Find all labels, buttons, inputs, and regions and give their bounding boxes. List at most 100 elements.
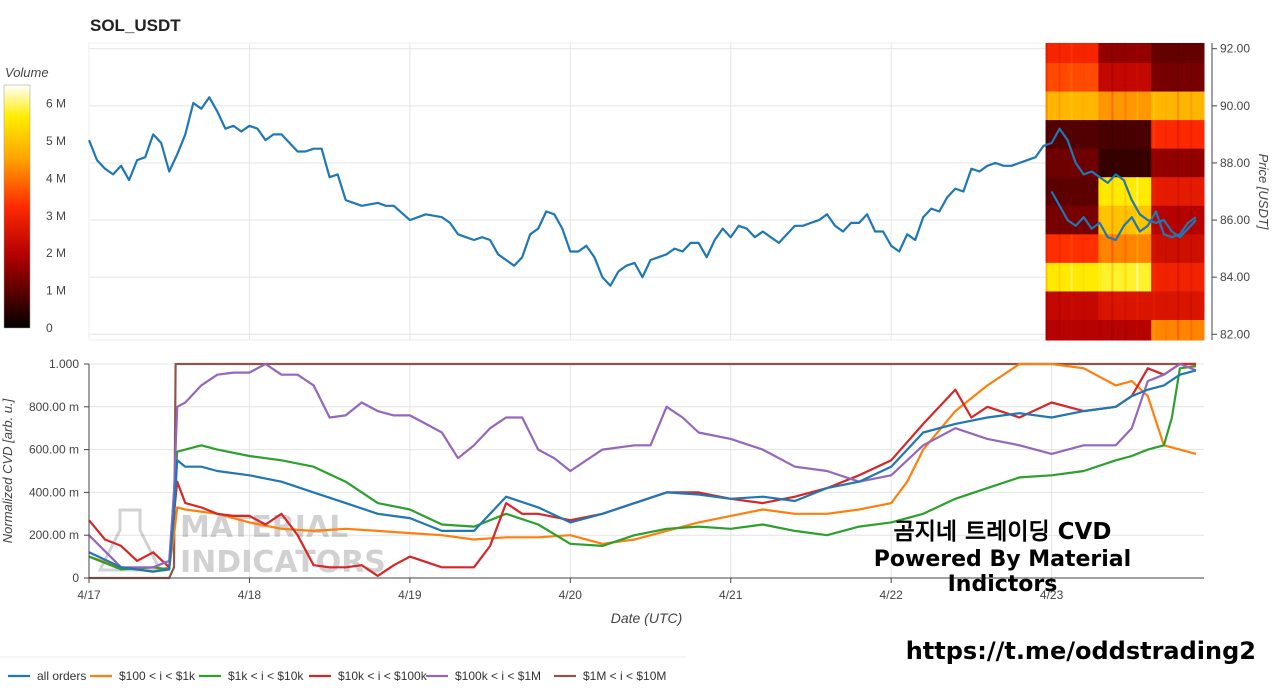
heatmap-stripe [1082,320,1085,340]
heatmap-stripe [1111,291,1114,321]
heatmap-stripe [1082,177,1085,206]
heatmap-stripe [1124,205,1127,235]
heatmap-stripe [1045,291,1048,321]
cvd-y-tick-label: 400.00 m [29,485,79,499]
heatmap-stripe [1136,177,1139,206]
cvd-line-1 [88,362,1197,573]
heatmap-stripe [1082,43,1085,63]
heatmap-stripe [1111,234,1114,263]
heatmap-stripe [1058,177,1061,206]
logo-text-2: INDICATORS [180,545,386,580]
heatmap-stripe [1058,291,1061,321]
heatmap-stripe [1136,262,1139,292]
heatmap-stripe [1136,234,1139,263]
colorbar-tick-label: 4 M [46,171,66,185]
heatmap-stripe [1111,177,1114,206]
heatmap-stripe [1124,91,1127,121]
cvd-y-tick-label: 600.00 m [29,443,79,457]
heatmap-stripe [1136,291,1139,321]
heatmap-stripe [1070,262,1073,292]
heatmap-stripe [1177,234,1180,263]
heatmap-stripe [1099,148,1102,178]
cvd-line-4 [88,362,1197,569]
colorbar-tick-label: 5 M [46,134,66,148]
heatmap-stripe [1165,205,1168,235]
series-layer [87,96,1197,580]
heatmap-stripe [1190,91,1193,121]
cvd-y-tick-label: 0 [72,571,79,585]
cvd-x-tick-label: 4/19 [398,588,422,602]
heatmap-stripe [1099,234,1102,263]
heatmap-stripe [1111,120,1114,149]
cvd-line-3 [88,362,1196,577]
heatmap-stripe [1058,91,1061,121]
heatmap-stripe [1177,320,1180,340]
heatmap-stripe [1058,234,1061,263]
cvd-x-tick-label: 4/20 [559,588,583,602]
heatmap-stripe [1136,320,1139,340]
heatmap-stripe [1124,291,1127,321]
heatmap-stripe [1058,43,1061,63]
heatmap-stripe [1190,62,1193,92]
cvd-x-tick-label: 4/21 [719,588,743,602]
heatmap-stripe [1136,120,1139,149]
heatmap-stripe [1111,262,1114,292]
heatmap-stripe [1165,148,1168,178]
grid-layer [88,42,1205,579]
heatmap-stripe [1099,262,1102,292]
colorbar-tick-label: 2 M [46,246,66,260]
heatmap-stripe [1082,91,1085,121]
telegram-link[interactable]: https://t.me/oddstrading2 [905,637,1256,665]
heatmap-stripe [1058,62,1061,92]
cvd-y-axis-title: Normalized CVD [arb. u.] [0,398,15,543]
legend-label-5: $1M < i < $10M [583,669,666,683]
legend-label-2: $1k < i < $10k [228,669,304,683]
heatmap-stripe [1045,120,1048,149]
price-y-tick-label: 82.00 [1220,327,1250,341]
cvd-x-tick-label: 4/18 [238,588,262,602]
cvd-x-tick-label: 4/17 [77,588,101,602]
cvd-x-tick-label: 4/22 [879,588,903,602]
cvd-y-tick-label: 1.000 [49,357,79,371]
heatmap-stripe [1153,148,1156,178]
heatmap-stripe [1045,320,1048,340]
heatmap-stripe [1153,262,1156,292]
heatmap-stripe [1045,234,1048,263]
heatmap-stripe [1082,120,1085,149]
heatmap-stripe [1082,62,1085,92]
heatmap-stripe [1082,291,1085,321]
price-y-axis-title: Price [USDT] [1256,154,1271,230]
heatmap-stripe [1045,148,1048,178]
heatmap-stripe [1070,43,1073,63]
heatmap-stripe [1099,291,1102,321]
heatmap-stripe [1153,91,1156,121]
heatmap-stripe [1070,148,1073,178]
heatmap-stripe [1153,120,1156,149]
heatmap-stripe [1177,43,1180,63]
heatmap-stripe [1124,43,1127,63]
heatmap-stripe [1045,91,1048,121]
heatmap-stripe [1177,205,1180,235]
heatmap-stripe [1058,120,1061,149]
heatmap-stripe [1045,62,1048,92]
heatmap-stripe [1099,91,1102,121]
heatmap-stripe [1070,91,1073,121]
heatmap-stripe [1136,62,1139,92]
legend-label-3: $10k < i < $100k [338,669,428,683]
heatmap-stripe [1190,320,1193,340]
heatmap-stripe [1153,291,1156,321]
chart-title: SOL_USDT [90,16,181,35]
heatmap-stripe [1124,262,1127,292]
legend-label-1: $100 < i < $1k [119,669,196,683]
colorbar-tick-label: 1 M [46,284,66,298]
price-y-tick-label: 90.00 [1220,99,1250,113]
heatmap-stripe [1124,62,1127,92]
heatmap-stripe [1177,291,1180,321]
powered-by-overlay: Powered By Material Indictors [873,547,1132,597]
cvd-y-tick-label: 800.00 m [29,400,79,414]
price-line-heatmap [1050,190,1197,242]
heatmap-stripe [1190,43,1193,63]
heatmap-stripe [1165,91,1168,121]
heatmap-stripe [1177,148,1180,178]
